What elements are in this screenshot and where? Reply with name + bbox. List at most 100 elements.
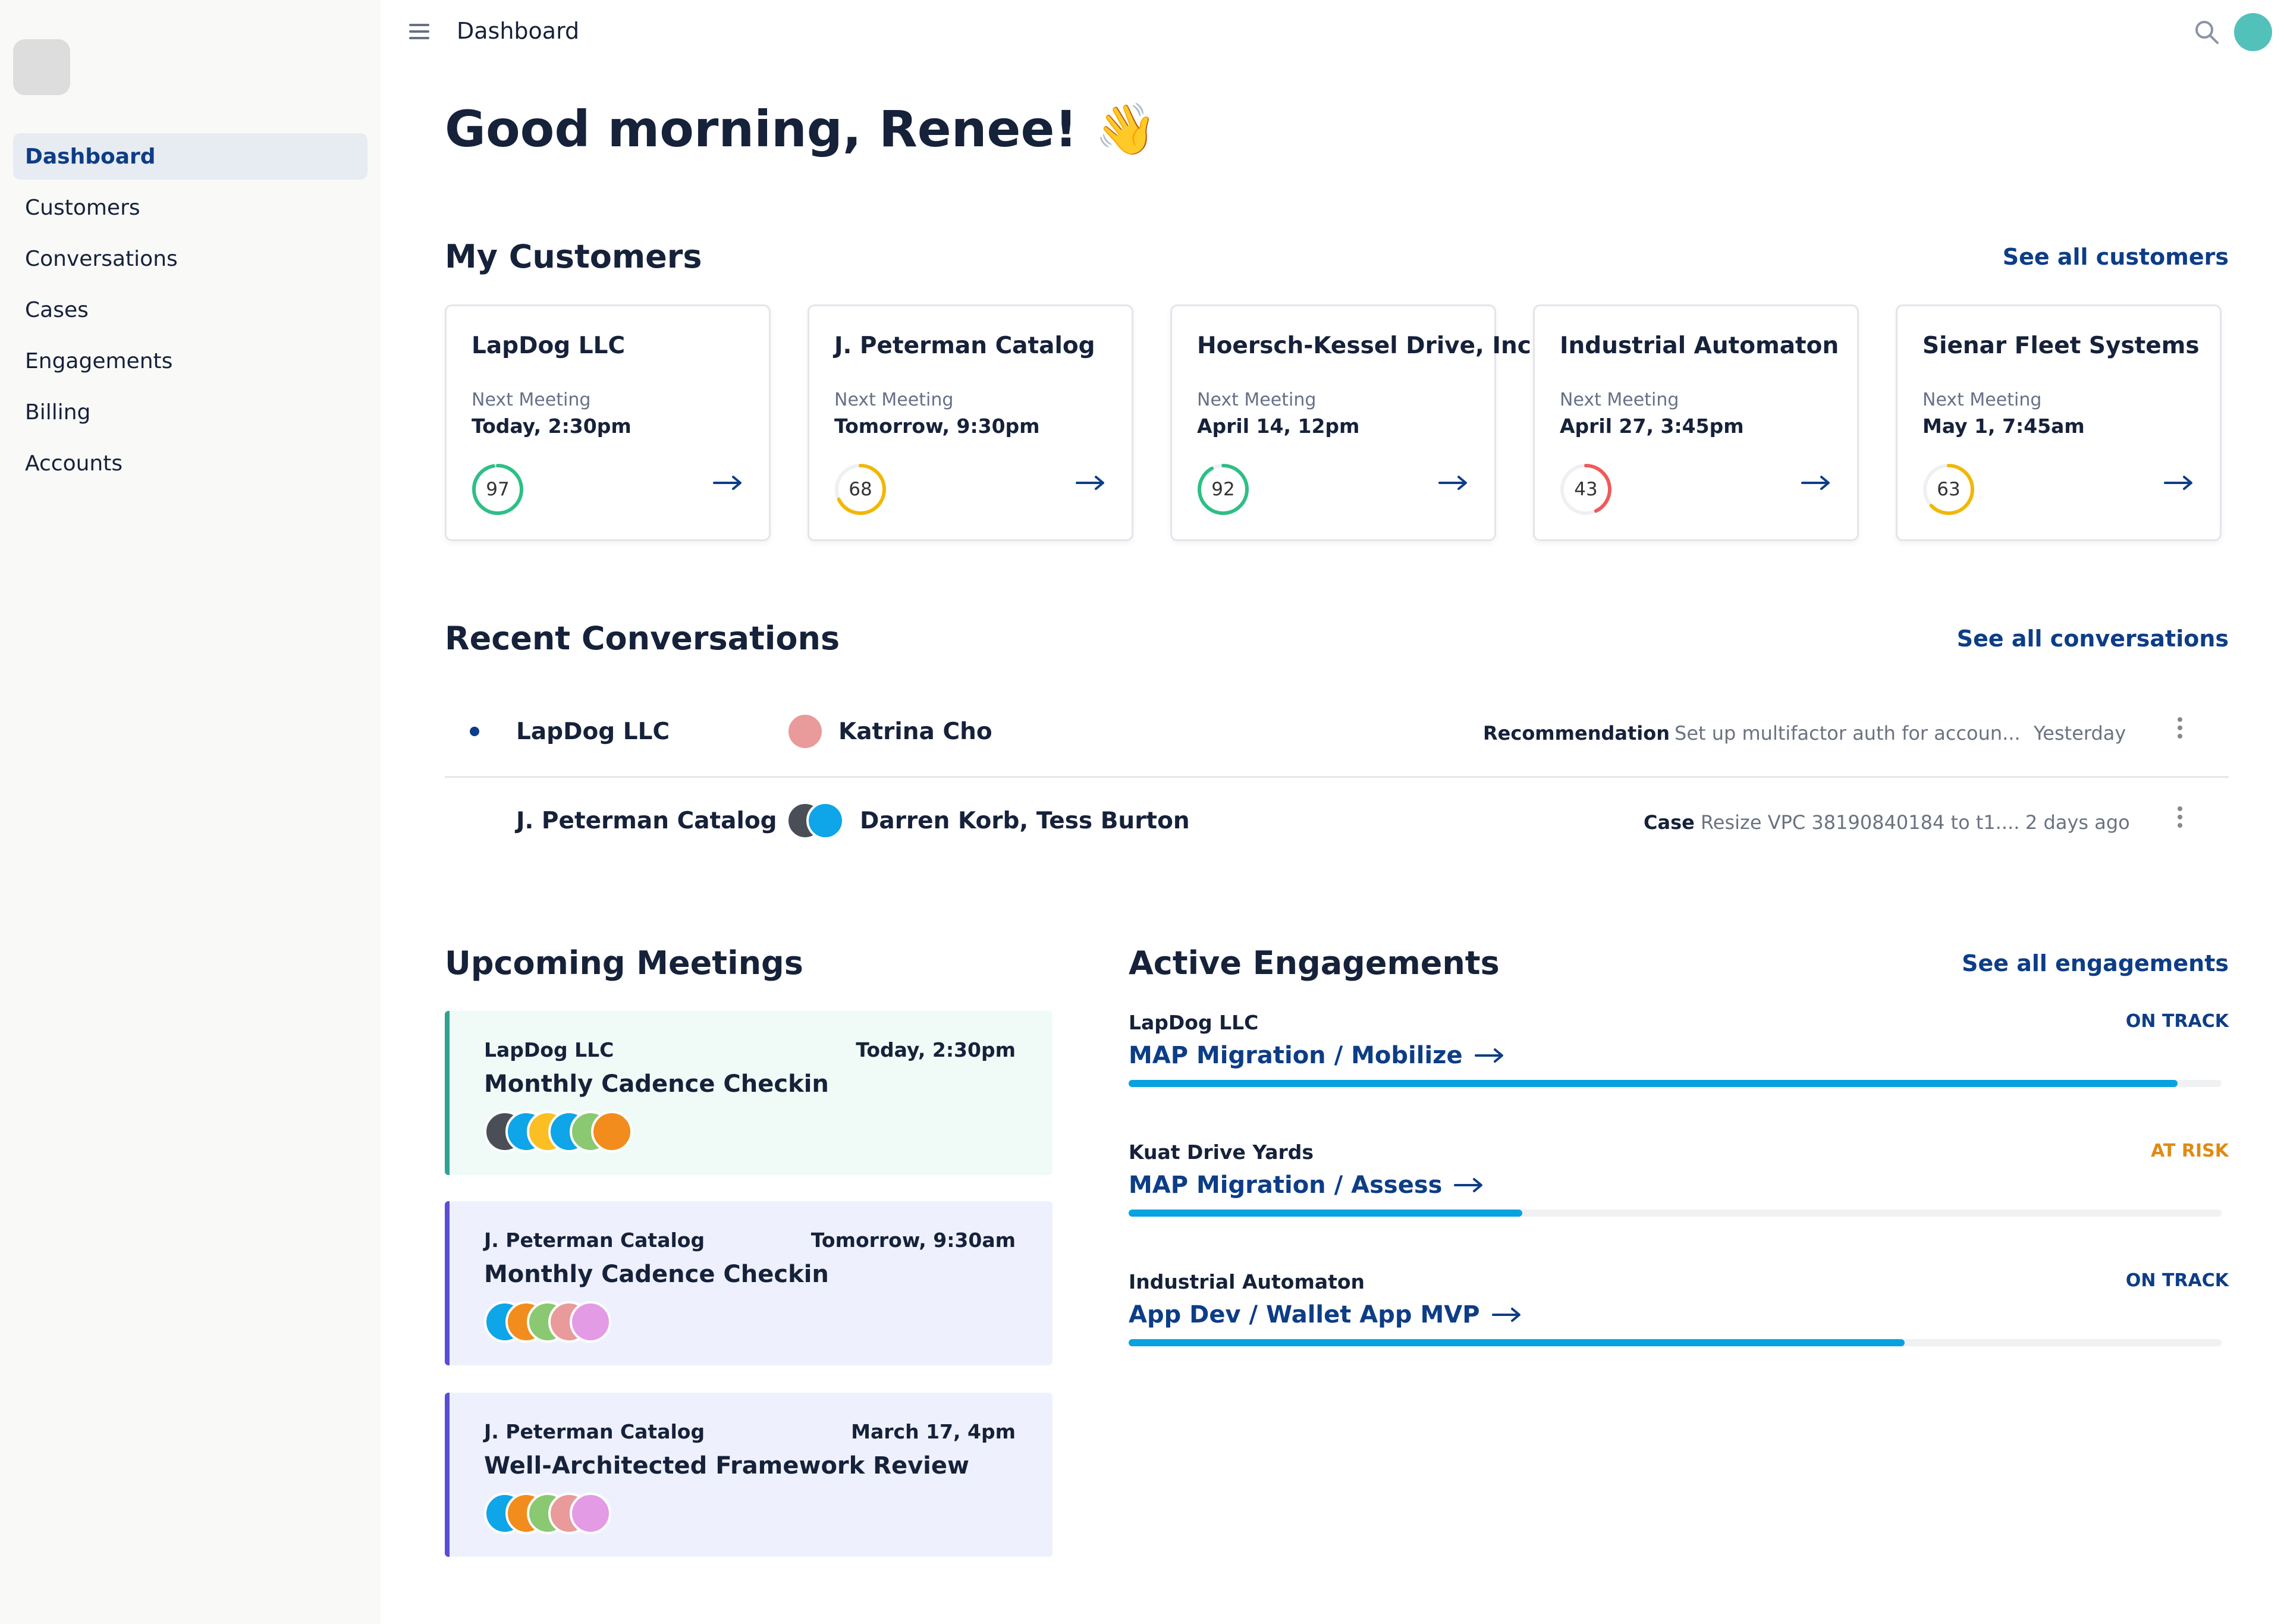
engagement-company: LapDog LLC xyxy=(1129,1011,1259,1034)
attendee-avatar xyxy=(591,1111,633,1152)
arrow-right-icon[interactable] xyxy=(713,474,743,492)
health-score: 92 xyxy=(1196,462,1251,517)
sidebar-item-dashboard[interactable]: Dashboard xyxy=(13,133,367,180)
meeting-card[interactable]: LapDog LLC Today, 2:30pm Monthly Cadence… xyxy=(445,1011,1053,1175)
progress-fill xyxy=(1129,1339,1905,1346)
health-score-value: 92 xyxy=(1211,479,1235,500)
next-meeting-value: Today, 2:30pm xyxy=(472,414,632,438)
customer-card[interactable]: Sienar Fleet Systems Next Meeting May 1,… xyxy=(1896,304,2222,541)
customer-card[interactable]: Hoersch-Kessel Drive, Inc. Next Meeting … xyxy=(1170,304,1540,541)
customer-card[interactable]: J. Peterman Catalog Next Meeting Tomorro… xyxy=(808,304,1133,541)
next-meeting-label: Next Meeting xyxy=(1560,389,1679,410)
meetings-section-title: Upcoming Meetings xyxy=(445,944,803,982)
arrow-right-icon xyxy=(1491,1302,1522,1330)
health-score: 63 xyxy=(1921,462,1976,517)
conversation-row[interactable]: LapDog LLC Katrina Cho Recommendation Se… xyxy=(445,690,2229,773)
progress-bar xyxy=(1129,1080,2222,1087)
conversation-description: Resize VPC 38190840184 to t1.... xyxy=(1701,811,2020,834)
meeting-company: J. Peterman Catalog xyxy=(484,1420,705,1443)
next-meeting-label: Next Meeting xyxy=(472,389,591,410)
see-all-conversations-link[interactable]: See all conversations xyxy=(1956,626,2229,652)
greeting-heading: Good morning, Renee! 👋 xyxy=(445,100,1157,158)
next-meeting-label: Next Meeting xyxy=(1197,389,1317,410)
next-meeting-label: Next Meeting xyxy=(1922,389,2042,410)
engagement-title: App Dev / Wallet App MVP xyxy=(1129,1301,1480,1328)
app-logo[interactable] xyxy=(13,39,70,95)
engagement-title-link[interactable]: MAP Migration / Mobilize xyxy=(1129,1042,1504,1070)
avatar xyxy=(806,802,844,840)
menu-icon[interactable] xyxy=(409,24,429,39)
meeting-title: Well-Architected Framework Review xyxy=(484,1452,969,1479)
progress-fill xyxy=(1129,1080,2178,1087)
arrow-right-icon[interactable] xyxy=(1801,474,1831,492)
progress-bar xyxy=(1129,1339,2222,1346)
conversation-type: Case xyxy=(1644,811,1695,834)
conversation-company: J. Peterman Catalog xyxy=(516,808,777,834)
arrow-right-icon[interactable] xyxy=(2164,474,2194,492)
user-avatar[interactable] xyxy=(2234,13,2272,51)
engagements-section-title: Active Engagements xyxy=(1129,944,1500,982)
meeting-company: J. Peterman Catalog xyxy=(484,1229,705,1252)
meeting-time: Today, 2:30pm xyxy=(856,1038,1016,1061)
engagement-title-link[interactable]: App Dev / Wallet App MVP xyxy=(1129,1301,1522,1330)
engagement-title: MAP Migration / Assess xyxy=(1129,1171,1443,1199)
sidebar-item-accounts[interactable]: Accounts xyxy=(25,451,123,476)
meeting-title: Monthly Cadence Checkin xyxy=(484,1261,829,1288)
conversation-time: Yesterday xyxy=(2034,722,2126,745)
engagement-title: MAP Migration / Mobilize xyxy=(1129,1042,1463,1069)
health-score: 43 xyxy=(1559,462,1613,517)
sidebar-nav: Dashboard Customers Conversations Cases … xyxy=(13,133,367,491)
progress-fill xyxy=(1129,1210,1522,1217)
customer-name: Industrial Automaton xyxy=(1560,332,1839,359)
conversation-people: Darren Korb, Tess Burton xyxy=(860,808,1190,834)
see-all-customers-link[interactable]: See all customers xyxy=(2002,244,2229,270)
attendee-avatar xyxy=(570,1493,611,1534)
meeting-card[interactable]: J. Peterman Catalog Tomorrow, 9:30am Mon… xyxy=(445,1201,1053,1365)
divider xyxy=(445,776,2229,778)
arrow-right-icon[interactable] xyxy=(1076,474,1105,492)
search-icon[interactable] xyxy=(2194,19,2220,45)
sidebar-item-conversations[interactable]: Conversations xyxy=(25,246,178,271)
status-badge: ON TRACK xyxy=(2125,1270,2229,1291)
next-meeting-value: April 27, 3:45pm xyxy=(1560,414,1744,438)
customer-card[interactable]: Industrial Automaton Next Meeting April … xyxy=(1533,304,1859,541)
conversations-section-title: Recent Conversations xyxy=(445,620,840,657)
health-score-value: 43 xyxy=(1574,479,1598,500)
arrow-right-icon xyxy=(1474,1043,1504,1070)
health-score: 68 xyxy=(833,462,888,517)
customer-card[interactable]: LapDog LLC Next Meeting Today, 2:30pm 97 xyxy=(445,304,771,541)
arrow-right-icon[interactable] xyxy=(1438,474,1468,492)
sidebar-item-billing[interactable]: Billing xyxy=(25,400,91,425)
more-options-icon[interactable] xyxy=(2174,803,2186,838)
status-badge: AT RISK xyxy=(2151,1141,2229,1161)
health-score-value: 63 xyxy=(1937,479,1961,500)
attendee-avatar xyxy=(570,1301,611,1343)
meeting-time: March 17, 4pm xyxy=(851,1420,1016,1443)
sidebar: Dashboard Customers Conversations Cases … xyxy=(0,0,381,1624)
customer-name: Sienar Fleet Systems xyxy=(1922,332,2200,359)
sidebar-item-customers[interactable]: Customers xyxy=(25,195,140,220)
health-score-value: 97 xyxy=(486,479,510,500)
sidebar-item-cases[interactable]: Cases xyxy=(25,297,89,322)
conversation-company: LapDog LLC xyxy=(516,718,670,745)
health-score-value: 68 xyxy=(849,479,872,500)
unread-dot-icon xyxy=(470,727,479,736)
next-meeting-value: Tomorrow, 9:30pm xyxy=(834,414,1040,438)
see-all-engagements-link[interactable]: See all engagements xyxy=(1962,950,2229,976)
engagement-item: LapDog LLC ON TRACK MAP Migration / Mobi… xyxy=(1129,1011,2229,1130)
customer-name: Hoersch-Kessel Drive, Inc. xyxy=(1197,332,1540,359)
meeting-title: Monthly Cadence Checkin xyxy=(484,1070,829,1098)
conversation-row[interactable]: J. Peterman Catalog Darren Korb, Tess Bu… xyxy=(445,779,2229,862)
engagement-company: Industrial Automaton xyxy=(1129,1270,1365,1293)
engagement-company: Kuat Drive Yards xyxy=(1129,1141,1314,1164)
next-meeting-label: Next Meeting xyxy=(834,389,954,410)
meeting-card[interactable]: J. Peterman Catalog March 17, 4pm Well-A… xyxy=(445,1393,1053,1557)
engagement-item: Industrial Automaton ON TRACK App Dev / … xyxy=(1129,1270,2229,1389)
engagement-title-link[interactable]: MAP Migration / Assess xyxy=(1129,1171,1484,1200)
sidebar-item-engagements[interactable]: Engagements xyxy=(25,348,173,373)
next-meeting-value: April 14, 12pm xyxy=(1197,414,1360,438)
more-options-icon[interactable] xyxy=(2174,714,2186,749)
customer-name: J. Peterman Catalog xyxy=(834,332,1095,359)
customers-section-title: My Customers xyxy=(445,238,702,275)
status-badge: ON TRACK xyxy=(2125,1011,2229,1032)
